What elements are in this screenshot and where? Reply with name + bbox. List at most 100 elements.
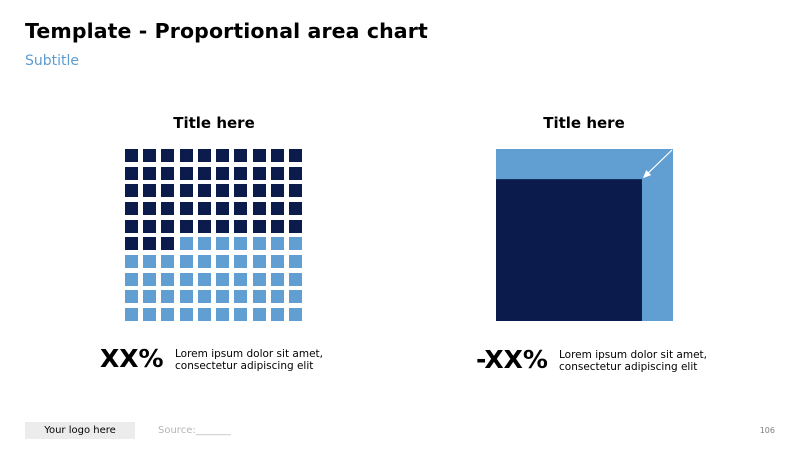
- waffle-cell: [234, 202, 248, 215]
- waffle-cell: [197, 149, 211, 162]
- waffle-cell: [270, 290, 284, 304]
- waffle-cell: [216, 149, 230, 162]
- waffle-cell: [252, 237, 266, 251]
- shrink-arrow-head: [642, 170, 652, 179]
- page-subtitle: Subtitle: [25, 53, 80, 69]
- waffle-cell: [143, 308, 157, 321]
- logo-placeholder: Your logo here: [25, 422, 135, 439]
- waffle-cell: [161, 255, 175, 268]
- shrink-arrow: [646, 149, 673, 175]
- right-description: Lorem ipsum dolor sit amet, consectetur …: [559, 349, 707, 373]
- waffle-cell: [161, 202, 175, 215]
- waffle-cell: [216, 255, 230, 268]
- right-description-line1: Lorem ipsum dolor sit amet,: [559, 349, 707, 361]
- waffle-cell: [289, 202, 302, 215]
- waffle-cell: [216, 184, 230, 198]
- waffle-cell: [179, 184, 193, 198]
- waffle-cell: [197, 166, 211, 180]
- waffle-cell: [252, 166, 266, 180]
- waffle-cell: [216, 237, 230, 251]
- waffle-cell: [270, 272, 284, 286]
- waffle-cell: [179, 272, 193, 286]
- waffle-cell: [143, 166, 157, 180]
- waffle-cell: [234, 237, 248, 251]
- waffle-cell: [125, 308, 138, 321]
- waffle-cell: [125, 237, 138, 251]
- waffle-cell: [143, 149, 157, 162]
- proportional-area-svg: [496, 149, 673, 321]
- waffle-cell: [197, 255, 211, 268]
- waffle-cell: [197, 237, 211, 251]
- left-description-line2: consectetur adipiscing elit: [175, 360, 314, 372]
- waffle-cell: [270, 202, 284, 215]
- waffle-cell: [252, 149, 266, 162]
- inner-area-square: [496, 179, 642, 321]
- waffle-cell: [252, 290, 266, 304]
- waffle-cell: [125, 184, 138, 198]
- waffle-cell: [289, 308, 302, 321]
- waffle-cell: [252, 308, 266, 321]
- right-panel-title: Title here: [543, 114, 625, 132]
- waffle-cell: [234, 219, 248, 233]
- waffle-cell: [234, 290, 248, 304]
- waffle-cell: [125, 219, 138, 233]
- waffle-cell: [179, 255, 193, 268]
- source-note: Source:_______: [158, 425, 231, 436]
- left-description-line1: Lorem ipsum dolor sit amet,: [175, 348, 323, 360]
- waffle-cell: [270, 237, 284, 251]
- waffle-cell: [270, 219, 284, 233]
- waffle-cell: [179, 166, 193, 180]
- right-percentage-label: -XX%: [476, 345, 548, 374]
- waffle-cell: [161, 166, 175, 180]
- left-description: Lorem ipsum dolor sit amet, consectetur …: [175, 348, 323, 372]
- waffle-cell: [234, 184, 248, 198]
- waffle-cell: [143, 255, 157, 268]
- waffle-cell: [252, 219, 266, 233]
- waffle-cell: [289, 290, 302, 304]
- waffle-cell: [234, 308, 248, 321]
- waffle-cell: [216, 219, 230, 233]
- waffle-cell: [179, 202, 193, 215]
- waffle-cell: [179, 290, 193, 304]
- waffle-cell: [289, 255, 302, 268]
- right-description-line2: consectetur adipiscing elit: [559, 361, 698, 373]
- waffle-cell: [270, 166, 284, 180]
- waffle-cell: [143, 219, 157, 233]
- waffle-cell: [252, 184, 266, 198]
- waffle-cell: [125, 166, 138, 180]
- waffle-cell: [125, 149, 138, 162]
- waffle-cell: [197, 290, 211, 304]
- waffle-chart: [125, 149, 302, 321]
- waffle-cell: [179, 219, 193, 233]
- page-number: 106: [759, 426, 775, 435]
- waffle-cell: [179, 308, 193, 321]
- waffle-cell: [216, 202, 230, 215]
- waffle-cell: [252, 202, 266, 215]
- waffle-cell: [197, 184, 211, 198]
- waffle-cell: [143, 272, 157, 286]
- waffle-cell: [161, 290, 175, 304]
- waffle-cell: [161, 184, 175, 198]
- left-percentage-label: XX%: [100, 344, 164, 373]
- left-panel-title: Title here: [173, 114, 255, 132]
- waffle-cell: [216, 290, 230, 304]
- waffle-cell: [252, 272, 266, 286]
- waffle-cell: [289, 219, 302, 233]
- waffle-cell: [161, 308, 175, 321]
- waffle-cell: [143, 202, 157, 215]
- waffle-cell: [289, 184, 302, 198]
- waffle-cell: [289, 166, 302, 180]
- waffle-cell: [289, 149, 302, 162]
- waffle-cell: [216, 308, 230, 321]
- waffle-cell: [197, 308, 211, 321]
- waffle-cell: [125, 272, 138, 286]
- waffle-cell: [161, 237, 175, 251]
- waffle-cell: [234, 272, 248, 286]
- proportional-area-chart: [496, 149, 673, 321]
- waffle-cell: [125, 255, 138, 268]
- waffle-cell: [161, 149, 175, 162]
- waffle-cell: [270, 255, 284, 268]
- waffle-cell: [179, 237, 193, 251]
- waffle-cell: [234, 149, 248, 162]
- waffle-cell: [216, 166, 230, 180]
